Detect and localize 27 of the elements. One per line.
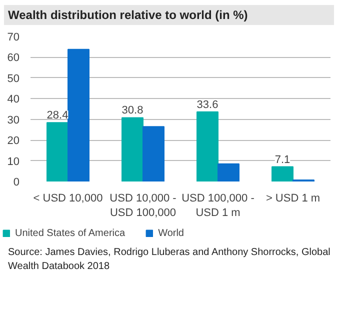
bar [142, 126, 164, 182]
bar [122, 117, 144, 182]
x-tick-label: USD 100,000 - USD 1 m [182, 192, 255, 219]
y-tick-label: 30 [7, 114, 20, 126]
bar [272, 166, 294, 182]
legend-label: World [158, 227, 184, 239]
data-label: 7.1 [274, 154, 290, 166]
y-tick-label: 10 [7, 156, 20, 168]
bar [46, 122, 68, 182]
y-tick-label: 60 [7, 52, 20, 64]
data-label: 33.6 [196, 98, 218, 111]
bar [218, 163, 240, 182]
source-note: Source: James Davies, Rodrigo Lluberas and Anthony Shorrocks, Global Wealth Databook 2018 [8, 246, 332, 274]
y-tick-label: 50 [7, 72, 20, 85]
chart-title: Wealth distribution relative to world (in %) [8, 7, 248, 24]
x-tick-label: USD 10,000 - USD 100,000 [110, 192, 177, 219]
bar [68, 48, 90, 182]
data-label: 30.8 [122, 104, 144, 117]
y-tick-label: 20 [7, 135, 20, 148]
y-tick-label: 40 [7, 94, 20, 106]
legend-label: United States of America [15, 227, 126, 239]
x-tick-label: > USD 1 m [266, 192, 320, 204]
bar [196, 111, 218, 182]
x-tick-label: < USD 10,000 [33, 192, 103, 204]
y-tick-label: 70 [7, 32, 20, 44]
data-label: 28.4 [46, 110, 68, 122]
y-tick-label: 0 [13, 176, 20, 188]
